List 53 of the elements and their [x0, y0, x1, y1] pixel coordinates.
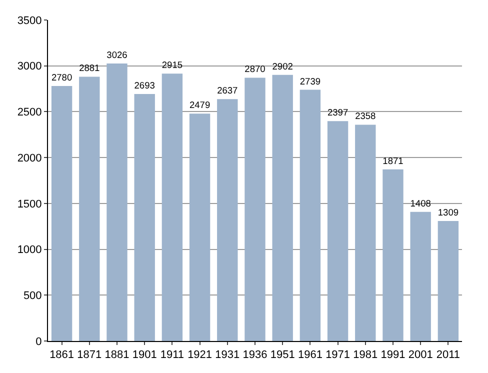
data-label: 2739: [300, 76, 321, 86]
data-label: 2693: [134, 80, 155, 90]
y-tick-label: 3000: [17, 60, 42, 73]
data-label: 2915: [162, 60, 183, 70]
x-tick-label: 2011: [436, 349, 460, 362]
bar: [134, 94, 155, 341]
x-tick-label: 1861: [50, 349, 74, 362]
x-tick-label: 1971: [326, 349, 350, 362]
bar: [51, 86, 72, 341]
x-tick-label: 1871: [77, 349, 102, 362]
bar: [244, 78, 266, 341]
data-label: 1871: [382, 156, 404, 166]
bar: [355, 124, 376, 341]
x-tick-label: 1921: [188, 349, 212, 362]
bar: [410, 212, 431, 341]
bar: [382, 169, 404, 341]
y-tick-label: 2500: [17, 106, 42, 119]
y-tick-label: 1000: [17, 244, 42, 256]
data-label: 2479: [189, 100, 210, 110]
data-label: 1309: [438, 207, 459, 218]
x-tick-label: 1901: [132, 349, 157, 362]
bar: [300, 90, 321, 341]
bar: [327, 121, 348, 341]
y-tick-label: 3500: [17, 14, 42, 27]
x-tick-label: 1981: [353, 349, 378, 362]
x-tick-label: 1936: [242, 349, 268, 362]
y-tick-label: 0: [36, 336, 42, 348]
x-tick-label: 1881: [104, 349, 130, 362]
x-tick-label: 1931: [215, 349, 240, 362]
bar: [162, 74, 183, 341]
data-label: 2780: [51, 72, 72, 82]
data-label: 1408: [410, 198, 431, 208]
bar: [272, 74, 293, 341]
data-label: 3026: [106, 50, 128, 60]
x-tick-label: 1951: [270, 349, 295, 362]
data-label: 2902: [272, 61, 293, 72]
bar: [106, 63, 128, 341]
x-tick-label: 2001: [408, 349, 433, 362]
x-tick-label: 1991: [380, 349, 406, 362]
data-label: 2397: [327, 108, 348, 118]
x-tick-label: 1911: [160, 349, 184, 362]
bar: [189, 114, 210, 341]
x-tick-label: 1961: [298, 349, 322, 362]
data-label: 2358: [355, 111, 376, 122]
data-label: 2637: [217, 86, 238, 96]
data-label: 2870: [244, 64, 266, 74]
bar: [79, 76, 100, 341]
y-tick-label: 2000: [17, 152, 42, 164]
y-tick-label: 500: [23, 290, 42, 302]
bar: [217, 99, 238, 341]
y-tick-label: 1500: [17, 198, 42, 210]
data-label: 2881: [79, 63, 100, 74]
bar: [438, 220, 459, 341]
